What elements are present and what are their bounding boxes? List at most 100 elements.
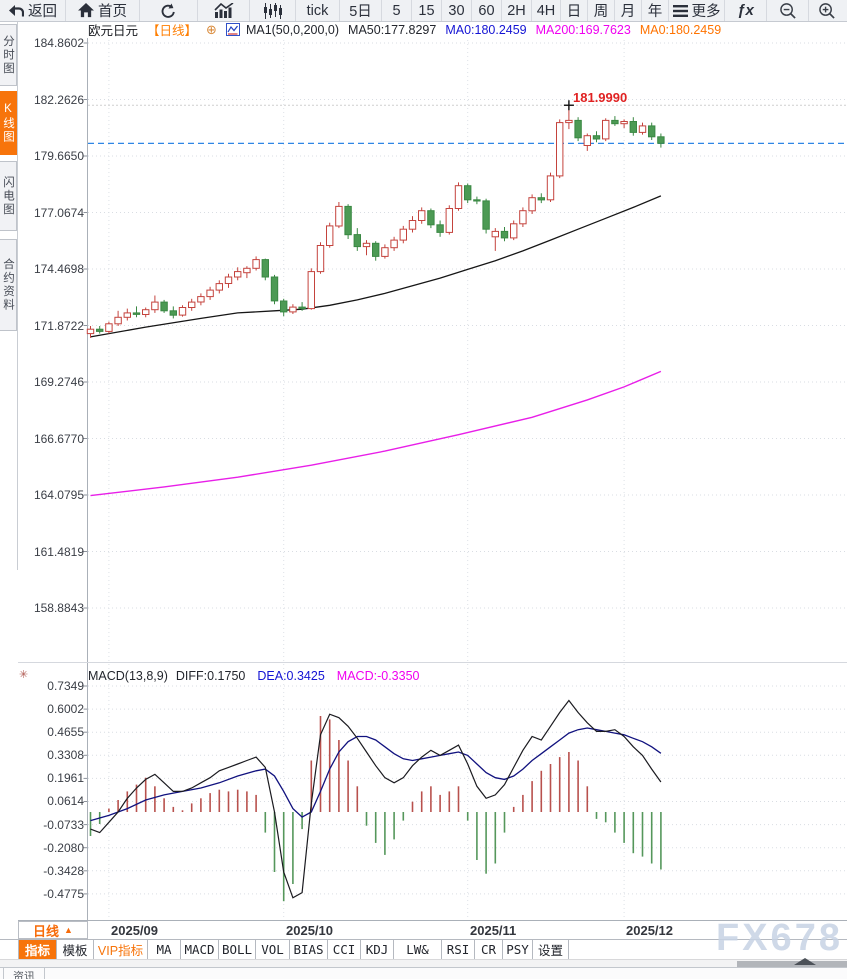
macd-label: MACD xyxy=(184,942,215,957)
interval-5day-button[interactable]: 5日 xyxy=(340,0,382,21)
5m-label: 5 xyxy=(392,2,401,19)
30m-label: 30 xyxy=(448,2,465,19)
template-tab[interactable]: 模板 xyxy=(57,940,94,959)
vol-label: VOL xyxy=(261,942,284,957)
interval-day-button[interactable]: 日 xyxy=(561,0,588,21)
menu-icon xyxy=(672,4,688,17)
cr-button[interactable]: CR xyxy=(475,940,503,959)
area-chart-button[interactable] xyxy=(198,0,250,21)
lw-label: LW& xyxy=(406,942,429,957)
collapse-arrow-icon[interactable] xyxy=(794,958,816,965)
interval-year-button[interactable]: 年 xyxy=(642,0,669,21)
price-tick-label: 161.4819 xyxy=(33,544,84,559)
vip-indicator-tab[interactable]: VIP指标 xyxy=(94,940,148,959)
refresh-button[interactable] xyxy=(140,0,198,21)
settings-label: 设置 xyxy=(537,944,563,958)
price-tick-label: 169.2746 xyxy=(33,375,84,389)
left-sidebar: 分时图 K线图 闪电图 合约资料 xyxy=(0,21,18,570)
macd-diff-value: DIFF:0.1750 xyxy=(175,669,246,683)
sidebar-tab-kline-chart[interactable]: K线图 xyxy=(0,91,17,155)
interval-60m-button[interactable]: 60 xyxy=(472,0,502,21)
sidebar-tab-contract-info[interactable]: 合约资料 xyxy=(0,239,17,331)
interval-15m-button[interactable]: 15 xyxy=(412,0,442,21)
psy-label: PSY xyxy=(506,942,529,957)
horizontal-scrollbar[interactable] xyxy=(0,958,847,968)
indicator-tab-label: 指标 xyxy=(24,944,50,958)
interval-month-button[interactable]: 月 xyxy=(615,0,642,21)
cr-label: CR xyxy=(480,942,497,957)
macd-tick-label: 0.0614 xyxy=(47,794,84,809)
macd-tick-label: 0.6002 xyxy=(47,702,84,717)
year-label: 年 xyxy=(647,4,663,20)
period-selector[interactable]: 日线 ▲ xyxy=(18,921,88,939)
ma50-value: MA50:177.8297 xyxy=(348,22,437,37)
back-button[interactable]: 返回 xyxy=(0,0,66,21)
cci-button[interactable]: CCI xyxy=(328,940,361,959)
15m-label: 15 xyxy=(418,2,435,19)
symbol-name: 欧元日元 xyxy=(88,24,139,38)
macd-formula: MACD(13,8,9) xyxy=(88,669,168,683)
rsi-button[interactable]: RSI xyxy=(442,940,475,959)
zoom-in-icon xyxy=(819,3,835,19)
news-tab-label: 资讯 xyxy=(13,971,35,979)
back-label: 返回 xyxy=(28,4,57,20)
boll-label: BOLL xyxy=(221,942,253,957)
vol-button[interactable]: VOL xyxy=(256,940,290,959)
macd-tick-label: -0.4775 xyxy=(43,886,84,901)
sidebar-tab-time-chart[interactable]: 分时图 xyxy=(0,24,17,86)
macd-tick-label: 0.4655 xyxy=(47,725,84,740)
psy-button[interactable]: PSY xyxy=(503,940,533,959)
zoom-out-button[interactable] xyxy=(767,0,809,21)
home-button[interactable]: 首页 xyxy=(66,0,140,21)
bias-button[interactable]: BIAS xyxy=(290,940,328,959)
tab-label: 分时图 xyxy=(2,34,14,76)
mini-chart-icon[interactable] xyxy=(225,23,240,36)
scrollbar-thumb[interactable] xyxy=(737,961,847,967)
interval-week-button[interactable]: 周 xyxy=(588,0,615,21)
macd-header: MACD(13,8,9) DIFF:0.1750 DEA:0.3425 MACD… xyxy=(88,669,431,683)
5day-label: 5日 xyxy=(349,4,372,20)
ma-button[interactable]: MA xyxy=(148,940,181,959)
interval-tick-button[interactable]: tick xyxy=(296,0,340,21)
home-icon xyxy=(78,3,94,18)
interval-5m-button[interactable]: 5 xyxy=(382,0,412,21)
indicator-tab[interactable]: 指标 xyxy=(18,940,57,959)
ma-lines-layer xyxy=(90,195,662,497)
indicator-toolbar: 指标 模板 VIP指标 MA MACD BOLL VOL BIAS CCI KD… xyxy=(0,939,847,960)
interval-30m-button[interactable]: 30 xyxy=(442,0,472,21)
price-tick-label: 184.8602 xyxy=(33,36,84,50)
news-tab[interactable]: 资讯 xyxy=(3,968,45,979)
macd-settings-icon[interactable]: ✳ xyxy=(19,669,29,681)
fx-formula-button[interactable]: ƒx xyxy=(725,0,767,21)
sidebar-tab-lightning-chart[interactable]: 闪电图 xyxy=(0,161,17,231)
add-indicator-icon[interactable]: ⊕ xyxy=(206,21,217,37)
tab-label: 合约资料 xyxy=(2,258,14,312)
boll-button[interactable]: BOLL xyxy=(219,940,256,959)
macd-tick-label: -0.3428 xyxy=(43,863,84,878)
more-label: 更多 xyxy=(691,4,721,20)
macd-tick-label: 0.3308 xyxy=(47,748,84,763)
session-high-label: 181.9990 xyxy=(573,90,628,105)
lw-button[interactable]: LW& xyxy=(394,940,442,959)
x-axis-row: 日线 ▲ 2025/09 2025/10 2025/11 2025/12 xyxy=(0,921,847,939)
settings-button[interactable]: 设置 xyxy=(533,940,569,959)
month-label-nov: 2025/11 xyxy=(470,923,517,938)
template-tab-label: 模板 xyxy=(62,944,88,958)
candlestick-chart-button[interactable] xyxy=(250,0,296,21)
period-selector-label: 日线 xyxy=(33,923,60,939)
interval-4h-button[interactable]: 4H xyxy=(532,0,561,21)
price-tick-label: 171.8722 xyxy=(33,318,84,333)
macd-tick-label: -0.0733 xyxy=(43,817,84,832)
zoom-in-button[interactable] xyxy=(809,0,845,21)
back-icon xyxy=(9,4,24,16)
price-tick-label: 164.0795 xyxy=(33,488,84,502)
kdj-button[interactable]: KDJ xyxy=(361,940,394,959)
macd-button[interactable]: MACD xyxy=(181,940,219,959)
zoom-out-icon xyxy=(779,3,796,19)
home-label: 首页 xyxy=(98,4,127,20)
cci-label: CCI xyxy=(332,942,356,957)
interval-2h-button[interactable]: 2H xyxy=(502,0,532,21)
more-menu-button[interactable]: 更多 xyxy=(669,0,725,21)
